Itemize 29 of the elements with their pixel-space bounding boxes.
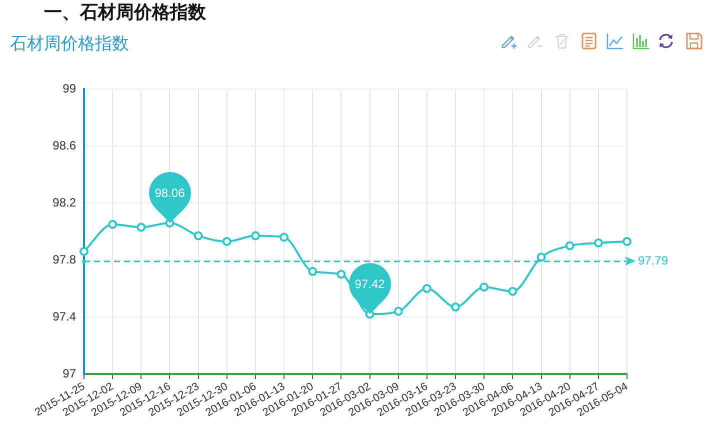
point bbox=[108, 220, 118, 229]
point bbox=[394, 306, 403, 316]
annotation: 98.06 bbox=[154, 184, 186, 201]
point bbox=[451, 302, 460, 312]
point bbox=[250, 231, 260, 240]
point bbox=[80, 246, 88, 256]
point bbox=[308, 266, 318, 276]
point bbox=[594, 238, 603, 248]
y-tick-label: 98.2 bbox=[52, 195, 76, 210]
y-tick-label: 99 bbox=[62, 81, 76, 96]
ref-line-label: 97.79 bbox=[638, 254, 668, 268]
y-tick-label: 97.8 bbox=[52, 252, 76, 266]
point bbox=[536, 252, 546, 262]
y-tick-label: 97.4 bbox=[52, 309, 76, 324]
point bbox=[136, 222, 146, 232]
point bbox=[480, 282, 489, 292]
point bbox=[565, 241, 574, 250]
point bbox=[222, 236, 232, 246]
point bbox=[622, 236, 632, 246]
chart-title: 一、石材周价格指数 bbox=[44, 1, 206, 24]
point bbox=[508, 286, 518, 296]
point bbox=[280, 232, 289, 242]
chart-subtitle: 石材周价格指数 bbox=[10, 33, 129, 55]
point bbox=[422, 284, 432, 293]
point bbox=[336, 270, 346, 279]
y-tick-label: 97 bbox=[62, 366, 76, 380]
annotation: 97.42 bbox=[354, 276, 386, 292]
point bbox=[194, 231, 203, 240]
y-tick-label: 98.6 bbox=[52, 138, 76, 152]
